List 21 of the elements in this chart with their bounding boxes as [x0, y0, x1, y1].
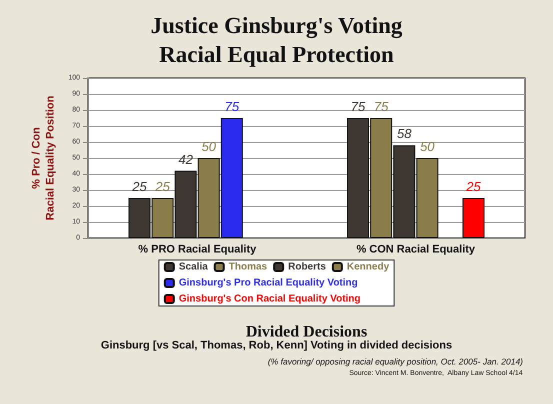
data-label: 42 [178, 152, 194, 167]
legend-label: Thomas [228, 262, 268, 272]
data-label: 25 [131, 179, 148, 194]
x-axis-title: Divided Decisions [246, 324, 368, 340]
x-tick-label: % CON Racial Equality [356, 244, 476, 256]
legend-label: Kennedy [346, 262, 390, 272]
legend-label: Roberts [288, 262, 326, 272]
chart-title: Justice Ginsburg's Voting Racial Equal Protection [150, 13, 403, 67]
text: Ginsburg [vs Scal, Thomas, Rob, Kenn] Voting in divided decisions [100, 340, 452, 352]
x-tick-label: % PRO Racial Equality [138, 244, 258, 256]
text: (% favoring/ opposing racial equality position, Oct. 2005- Jan. 2014) [268, 356, 524, 366]
data-label: 75 [224, 99, 240, 114]
legend-label: Ginsburg's Con Racial Equality Voting [178, 294, 361, 304]
data-label: 50 [202, 139, 217, 154]
data-label: 25 [465, 179, 482, 194]
legend-label: Ginsburg's Pro Racial Equality Voting [178, 278, 358, 288]
data-label: 58 [396, 126, 412, 142]
data-label: 75 [350, 99, 366, 114]
y-axis-title: % Pro / Con Racial Equality Position [30, 95, 56, 220]
data-label: 50 [420, 139, 436, 154]
legend-label: Scalia [178, 262, 208, 272]
